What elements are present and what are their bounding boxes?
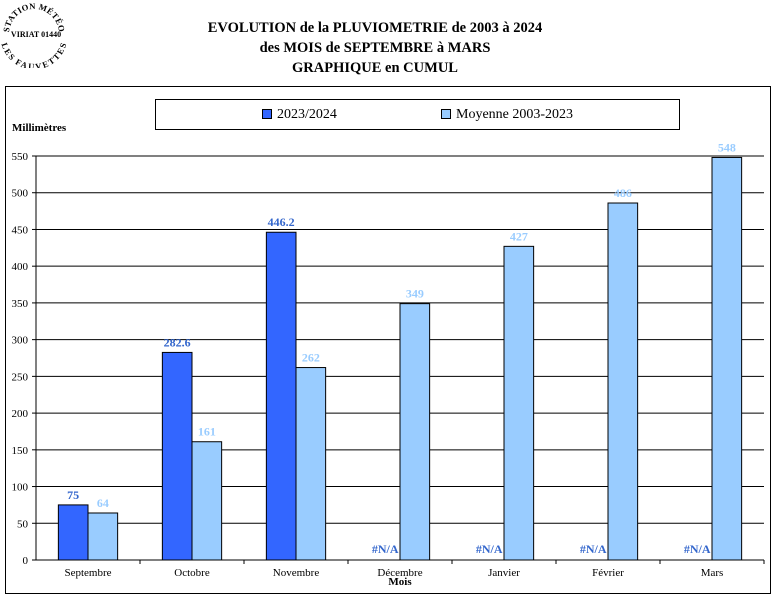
- legend-swatch-2023-2024: [262, 109, 272, 119]
- y-tick-label: 0: [23, 555, 29, 567]
- bar-average: [87, 512, 119, 561]
- bar-average: [399, 303, 431, 561]
- y-axis-label: Millimètres: [12, 122, 67, 134]
- y-tick-label: 400: [12, 261, 29, 273]
- data-label-na: #N/A: [684, 542, 711, 556]
- data-label-na: #N/A: [476, 542, 503, 556]
- x-tick-label: Mars: [701, 567, 724, 579]
- chart-title-line-1: EVOLUTION de la PLUVIOMETRIE de 2003 à 2…: [207, 20, 543, 36]
- bar-average: [607, 202, 639, 561]
- x-tick-label: Novembre: [273, 567, 320, 579]
- x-tick-label: Octobre: [174, 567, 210, 579]
- station-stamp-logo: STATION MÉTÉO VIRIAT 01440 LES FAUVETTES: [0, 1, 68, 68]
- data-label: 161: [198, 425, 216, 439]
- data-label: 75: [67, 488, 79, 502]
- data-label-na: #N/A: [372, 542, 399, 556]
- chart-title-line-2: des MOIS de SEPTEMBRE à MARS: [259, 40, 491, 56]
- data-label: 349: [406, 287, 424, 301]
- x-tick-label: Septembre: [64, 567, 111, 579]
- y-tick-label: 200: [12, 408, 29, 420]
- y-tick-label: 450: [12, 224, 29, 236]
- y-tick-label: 150: [12, 445, 29, 457]
- data-label: 282.6: [164, 335, 191, 349]
- x-tick-label: Décembre: [377, 567, 422, 579]
- x-axis-label: Mois: [388, 576, 412, 588]
- data-label: 427: [510, 229, 528, 243]
- chart-title: EVOLUTION de la PLUVIOMETRIE de 2003 à 2…: [150, 18, 600, 78]
- data-label: 446.2: [268, 215, 295, 229]
- y-tick-label: 250: [12, 371, 29, 383]
- y-tick-label: 550: [12, 151, 29, 163]
- bar-average: [711, 156, 743, 561]
- x-tick-label: Février: [592, 567, 624, 579]
- data-label-na: #N/A: [580, 542, 607, 556]
- chart-frame: [5, 86, 771, 594]
- bar-average: [295, 367, 327, 561]
- y-tick-label: 500: [12, 188, 29, 200]
- stamp-middle-text: VIRIAT 01440: [11, 30, 61, 39]
- legend-swatch-moyenne: [441, 109, 451, 119]
- bar-current: [265, 231, 297, 561]
- y-tick-label: 300: [12, 335, 29, 347]
- legend-label-2023-2024: 2023/2024: [277, 107, 337, 122]
- legend-label-moyenne: Moyenne 2003-2023: [456, 107, 574, 122]
- bar-average: [503, 245, 535, 561]
- x-tick-label: Janvier: [488, 567, 520, 579]
- chart-title-line-3: GRAPHIQUE en CUMUL: [292, 60, 458, 76]
- y-tick-label: 350: [12, 298, 29, 310]
- chart-legend: 2023/2024 Moyenne 2003-2023: [155, 99, 680, 130]
- data-label: 548: [718, 140, 736, 154]
- y-tick-label: 50: [17, 518, 29, 530]
- data-label: 262: [302, 351, 320, 365]
- y-tick-label: 100: [12, 482, 29, 494]
- bar-current: [161, 351, 193, 561]
- bar-current: [57, 504, 89, 561]
- data-label: 64: [97, 496, 109, 510]
- bar-average: [191, 441, 223, 561]
- data-label: 486: [614, 186, 632, 200]
